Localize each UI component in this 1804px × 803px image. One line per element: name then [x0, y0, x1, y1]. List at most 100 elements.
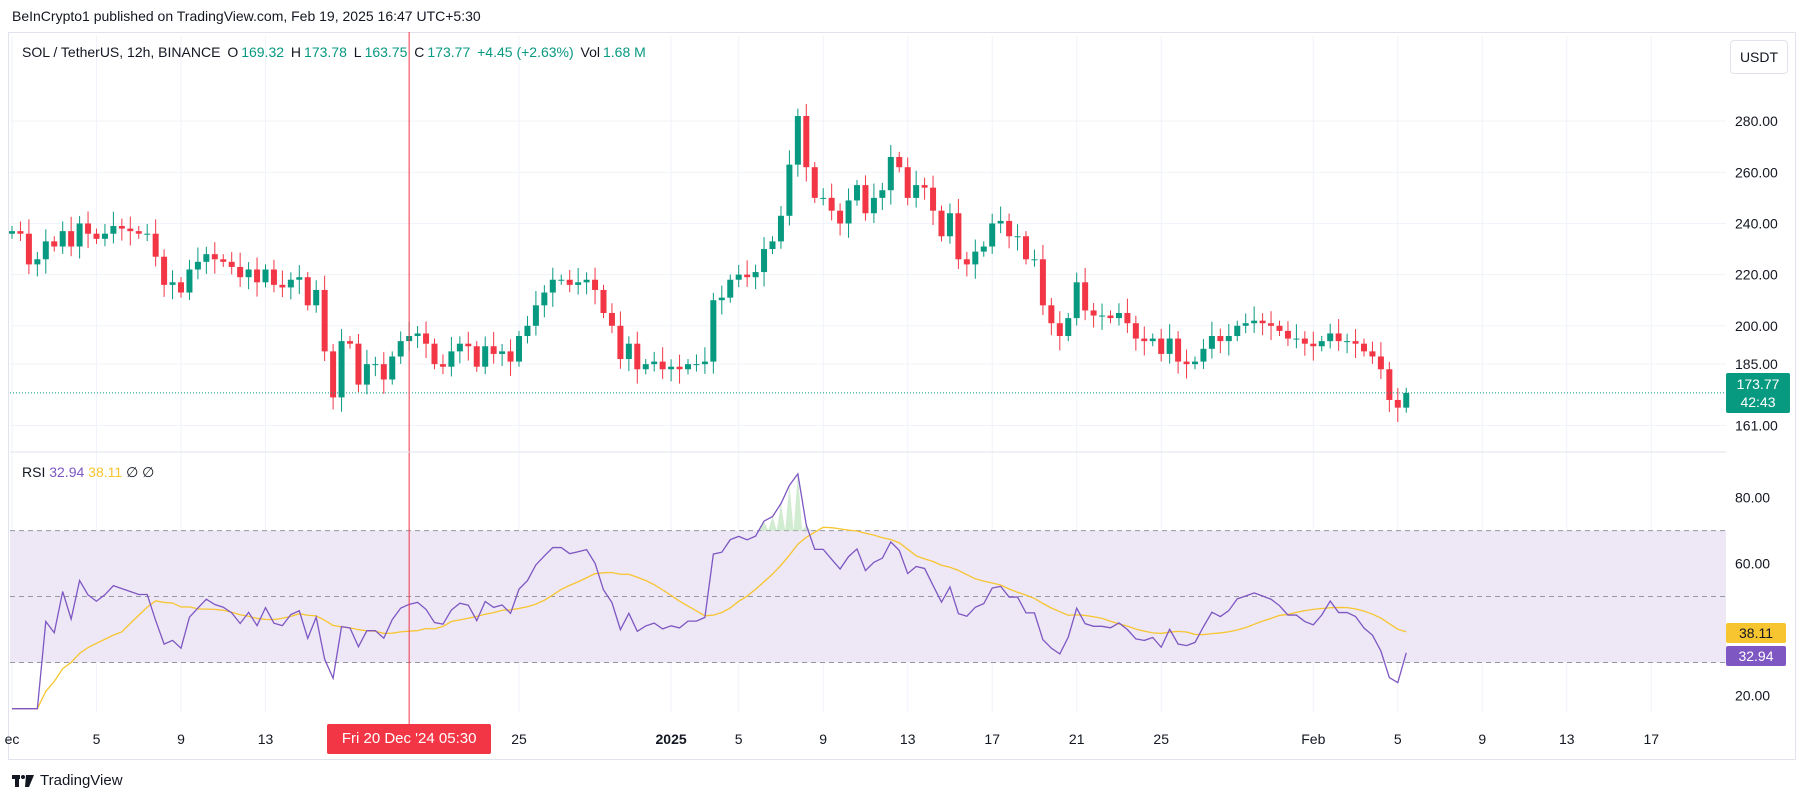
candle-body — [135, 231, 142, 234]
crosshair-date-tag: Fri 20 Dec '24 05:30 — [327, 724, 492, 754]
candle-body — [1276, 325, 1283, 331]
candle-body — [608, 312, 615, 326]
candle-body — [414, 333, 421, 337]
candle-body — [17, 231, 24, 234]
low-label: L — [353, 44, 362, 60]
time-tick-label: 5 — [735, 731, 743, 747]
open-value: 169.32 — [241, 44, 285, 60]
candle-body — [794, 116, 801, 165]
candle-body — [744, 274, 751, 278]
candle-body — [347, 341, 353, 344]
candle-body — [423, 333, 430, 344]
time-tick-label: 17 — [1644, 731, 1660, 747]
candle-body — [668, 366, 675, 370]
candle-body — [972, 251, 979, 265]
candle-body — [1327, 333, 1334, 342]
candle-body — [220, 259, 227, 262]
candle-body — [1225, 336, 1232, 342]
candle-body — [330, 351, 337, 398]
candles — [9, 104, 1410, 422]
change-value: +4.45 (+2.63%) — [477, 44, 574, 60]
candle-body — [1082, 282, 1089, 311]
rsi-ma-value: 38.11 — [88, 464, 123, 480]
price-tick-label: 161.00 — [1735, 418, 1778, 434]
rsi-ma-tag: 38.11 — [1726, 622, 1786, 643]
candle-body — [913, 185, 920, 198]
candle-body — [752, 272, 759, 278]
candle-body — [1361, 343, 1367, 352]
volume-value: 1.68 M — [603, 44, 646, 60]
time-tick-label: 21 — [1069, 731, 1085, 747]
candle-body — [186, 269, 193, 293]
candle-body — [735, 274, 742, 280]
current-price-tag: 173.77 42:43 — [1726, 372, 1790, 413]
candle-body — [1099, 315, 1106, 317]
candle-body — [1115, 312, 1122, 319]
candle-body — [363, 364, 370, 385]
candle-body — [68, 231, 75, 247]
candle-body — [1065, 318, 1072, 337]
rsi-value: 32.94 — [49, 464, 85, 480]
volume-label: Vol — [580, 44, 600, 60]
price-tick-label: 200.00 — [1735, 318, 1778, 334]
candle-body — [439, 364, 446, 367]
candle-body — [811, 167, 818, 198]
candle-body — [313, 289, 320, 306]
candle-body — [296, 277, 303, 280]
candle-body — [786, 164, 793, 216]
close-value: 173.77 — [427, 44, 471, 60]
currency-button[interactable]: USDT — [1730, 40, 1788, 74]
candle-body — [710, 300, 717, 362]
candle-body — [642, 364, 649, 370]
high-label: H — [290, 44, 302, 60]
rsi-line — [12, 472, 1407, 710]
candle-body — [887, 156, 894, 191]
candle-body — [676, 366, 683, 370]
candle-body — [727, 279, 734, 298]
candle-body — [904, 167, 911, 198]
candle-body — [321, 289, 328, 352]
candle-body — [59, 231, 66, 247]
candle-body — [127, 228, 134, 232]
time-axis: ec 5 9 13 25 2025 5 9 13 17 21 25 Feb 5 9 13 17 — [5, 731, 1660, 747]
candle-body — [1124, 312, 1131, 324]
candle-body — [237, 266, 244, 278]
time-tick-label: 13 — [258, 731, 274, 747]
candle-body — [532, 305, 539, 326]
candle-body — [473, 346, 480, 367]
candle-body — [465, 343, 472, 347]
candle-body — [144, 233, 151, 235]
candle-body — [1251, 320, 1258, 324]
candle-body — [777, 215, 784, 242]
candle-body — [870, 197, 877, 214]
candle-body — [431, 343, 438, 365]
candle-body — [1318, 341, 1325, 347]
candle-body — [211, 254, 218, 260]
candle-body — [338, 341, 345, 398]
candle-body — [617, 325, 624, 360]
candle-body — [372, 364, 379, 366]
candle-body — [1107, 315, 1114, 319]
rsi-overbought-fill — [759, 473, 811, 531]
candle-body — [1377, 356, 1384, 370]
candle-body — [820, 197, 827, 199]
time-tick-label: 5 — [1394, 731, 1402, 747]
candle-body — [989, 223, 996, 247]
candle-body — [566, 279, 573, 285]
candle-body — [279, 284, 286, 288]
time-tick-label: ec — [5, 731, 20, 747]
candle-body — [516, 336, 522, 362]
candle-body — [203, 254, 210, 262]
candle-body — [938, 210, 945, 237]
candle-body — [761, 249, 768, 273]
candle-body — [482, 346, 489, 367]
candle-body — [1301, 338, 1308, 344]
low-value: 163.75 — [364, 44, 408, 60]
candle-body — [304, 277, 311, 306]
candle-body — [76, 223, 83, 247]
tradingview-logo-icon — [12, 774, 34, 787]
footer-brand[interactable]: TradingView — [12, 772, 123, 789]
candle-body — [110, 226, 117, 234]
